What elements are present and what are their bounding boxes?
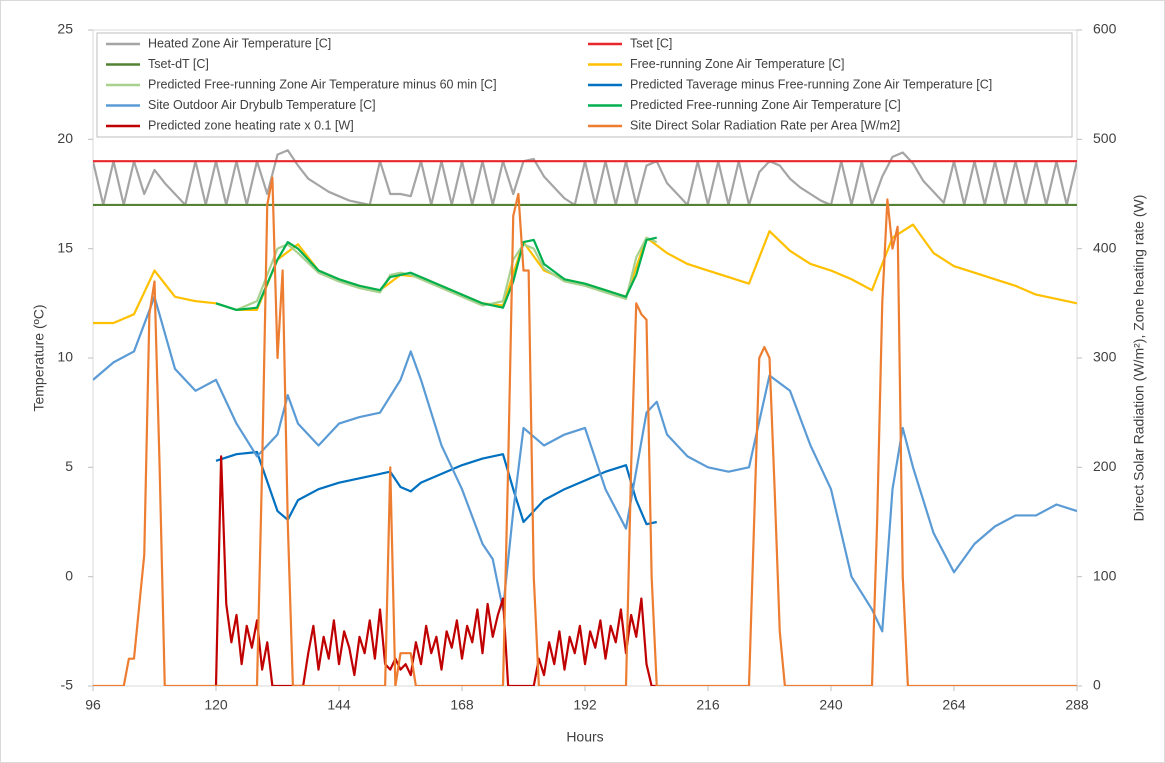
legend-label: Free-running Zone Air Temperature [C] xyxy=(630,57,844,71)
legend-label: Predicted Free-running Zone Air Temperat… xyxy=(148,77,497,91)
y-tick-label: 15 xyxy=(57,239,73,255)
y-axis-title: Temperature (ºC) xyxy=(31,304,47,411)
x-tick-label: 120 xyxy=(204,697,228,713)
y-tick-label: 25 xyxy=(57,21,73,37)
y-tick-label: 0 xyxy=(65,567,73,583)
legend-label: Tset-dT [C] xyxy=(148,57,209,71)
y2-tick-label: 200 xyxy=(1093,458,1117,474)
legend-label: Predicted Free-running Zone Air Temperat… xyxy=(630,98,901,112)
x-tick-label: 144 xyxy=(327,697,351,713)
y2-tick-label: 0 xyxy=(1093,677,1101,693)
x-tick-label: 264 xyxy=(942,697,966,713)
y-tick-label: 5 xyxy=(65,458,73,474)
legend-label: Site Direct Solar Radiation Rate per Are… xyxy=(630,118,900,132)
series-layer xyxy=(93,149,1077,686)
series-line xyxy=(215,236,658,311)
legend-label: Predicted zone heating rate x 0.1 [W] xyxy=(148,118,354,132)
x-tick-label: 96 xyxy=(85,697,101,713)
y2-tick-label: 500 xyxy=(1093,130,1117,146)
x-axis-title: Hours xyxy=(566,729,603,745)
y2-tick-label: 400 xyxy=(1093,239,1117,255)
y2-tick-label: 300 xyxy=(1093,349,1117,365)
legend-label: Heated Zone Air Temperature [C] xyxy=(148,36,331,50)
x-tick-label: 240 xyxy=(819,697,843,713)
y-tick-label: 10 xyxy=(57,349,73,365)
x-tick-label: 288 xyxy=(1065,697,1089,713)
x-tick-label: 168 xyxy=(450,697,474,713)
legend-box xyxy=(96,32,1073,138)
x-tick-label: 216 xyxy=(696,697,720,713)
y-tick-label: -5 xyxy=(61,677,74,693)
x-tick-label: 192 xyxy=(573,697,597,713)
series-line xyxy=(93,176,1077,686)
y-tick-label: 20 xyxy=(57,130,73,146)
series-line xyxy=(214,455,657,686)
legend-label: Site Outdoor Air Drybulb Temperature [C] xyxy=(148,98,376,112)
y2-tick-label: 600 xyxy=(1093,21,1117,37)
y2-axis-title: Direct Solar Radiation (W/m²), Zone heat… xyxy=(1131,195,1147,522)
y2-tick-label: 100 xyxy=(1093,567,1117,583)
legend-label: Predicted Taverage minus Free-running Zo… xyxy=(630,77,992,91)
series-line xyxy=(215,236,657,311)
legend-label: Tset [C] xyxy=(630,36,672,50)
series-line xyxy=(215,450,657,526)
